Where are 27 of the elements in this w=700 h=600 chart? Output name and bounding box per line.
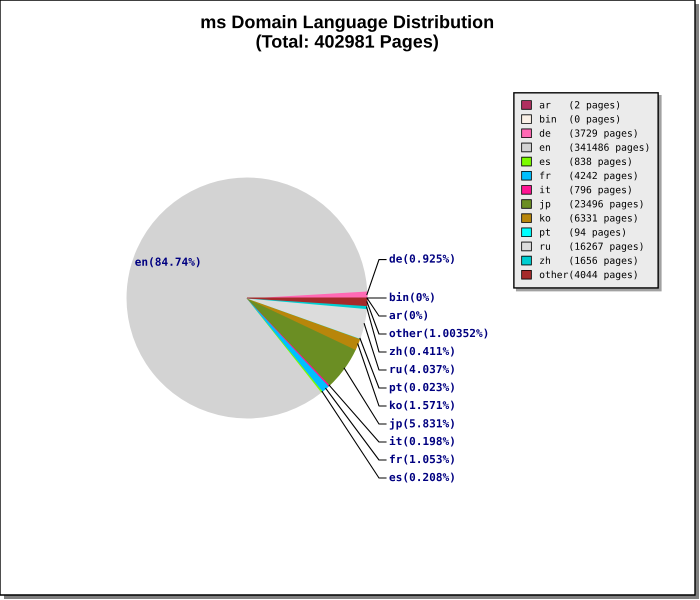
text: bin(0%) [390, 292, 434, 303]
data-label: jp(5.831%) [390, 418, 454, 430]
data-label: fr(1.053%) [390, 454, 454, 465]
legend-label: ko (6331 pages) [540, 214, 637, 224]
legend-label: es (838 pages) [540, 158, 631, 167]
legend-label: jp (23496 pages) [540, 200, 642, 210]
legend-label: zh (1656 pages) [540, 256, 637, 266]
legend-label: fr (4242 pages) [540, 172, 637, 182]
data-label: pt(0.023%) [390, 382, 454, 394]
legend-label: bin (0 pages) [540, 115, 620, 125]
data-label: es(0.208%) [390, 472, 454, 483]
legend-label: ar (2 pages) [540, 100, 620, 110]
legend-label: it (796 pages) [540, 186, 631, 196]
data-label: ar(0%) [390, 310, 428, 321]
data-label: de(0.925%) [389, 254, 454, 264]
data-label: ko(1.571%) [390, 400, 454, 411]
data-label: en(84.74%) [135, 257, 200, 268]
legend-label: ru (16267 pages) [540, 242, 642, 252]
chart-title: ms Domain Language Distribution (Total: 402981 Pages) [201, 15, 494, 52]
legend-label: en (341486 pages) [540, 143, 648, 153]
data-label: other(1.00352%) [390, 328, 488, 339]
data-label: ru(4.037%) [390, 364, 454, 375]
legend-label: other(4044 pages) [540, 270, 637, 280]
legend-label: de (3729 pages) [540, 129, 637, 139]
legend-label: pt (94 pages) [540, 228, 625, 238]
data-label: zh(0.411%) [390, 346, 454, 357]
data-label: it(0.198%) [390, 436, 454, 447]
